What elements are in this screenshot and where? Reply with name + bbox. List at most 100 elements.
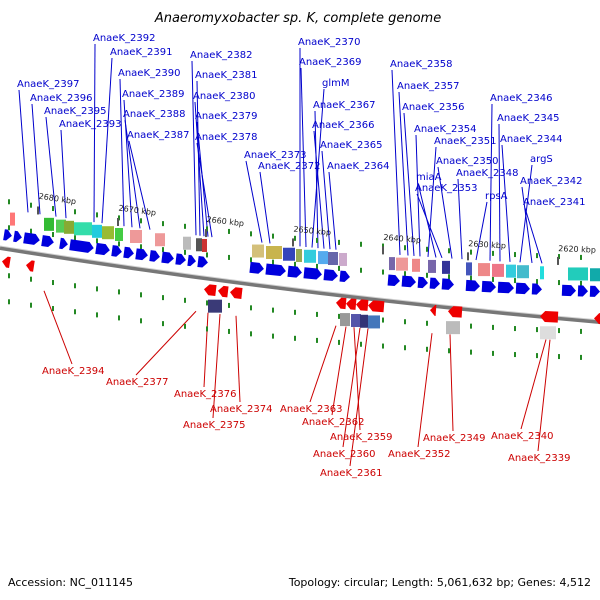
reverse-gene-arrow (594, 313, 600, 325)
leader-line (449, 334, 454, 432)
tick-mark (338, 339, 340, 345)
gene-label: AnaeK_2342 (520, 176, 582, 187)
tick-mark (360, 241, 362, 247)
gene-label: AnaeK_2357 (397, 81, 459, 92)
tick-mark (30, 228, 32, 234)
leader-line (128, 140, 151, 230)
feature-block (339, 252, 347, 266)
tick-mark (96, 238, 98, 244)
feature-block (196, 238, 202, 252)
tick-mark (316, 337, 318, 343)
leader-line (135, 310, 197, 376)
gene-label: AnaeK_2381 (195, 70, 257, 81)
tick-mark (52, 206, 54, 212)
tick-mark (8, 273, 10, 279)
feature-block (56, 219, 66, 233)
tick-mark (426, 320, 428, 326)
tick-mark (206, 226, 208, 232)
feature-block (340, 313, 350, 327)
kbp-tick (557, 256, 559, 265)
genome-backbone (0, 246, 600, 324)
gene-label: AnaeK_2380 (193, 91, 255, 102)
gene-label: AnaeK_2348 (456, 168, 518, 179)
tick-mark (184, 323, 186, 329)
feature-block (442, 260, 450, 274)
feature-block (396, 257, 408, 271)
forward-gene-arrow (497, 281, 514, 294)
forward-gene-arrow (387, 274, 400, 287)
tick-mark (294, 235, 296, 241)
gene-label: AnaeK_2350 (436, 156, 498, 167)
feature-block (540, 326, 556, 340)
tick-mark (294, 335, 296, 341)
tick-mark (52, 232, 54, 238)
feature-block (304, 249, 316, 263)
forward-gene-arrow (441, 278, 454, 290)
feature-block (183, 236, 191, 250)
gene-label: AnaeK_2369 (299, 57, 361, 68)
tick-mark (536, 353, 538, 359)
reverse-gene-arrow (430, 304, 437, 316)
forward-gene-arrow (59, 237, 68, 250)
tick-mark (272, 307, 274, 313)
leader-line (60, 129, 67, 219)
tick-mark (382, 243, 384, 249)
gene-label: AnaeK_2365 (320, 140, 382, 151)
tick-mark (30, 276, 32, 282)
kbp-tick (205, 229, 207, 238)
tick-mark (426, 346, 428, 352)
forward-gene-arrow (339, 270, 350, 282)
forward-gene-arrow (465, 279, 480, 292)
gene-label: AnaeK_2392 (93, 33, 155, 44)
forward-gene-arrow (417, 276, 428, 289)
tick-mark (294, 309, 296, 315)
tick-mark (140, 244, 142, 250)
gene-label: AnaeK_2363 (280, 404, 342, 415)
tick-mark (404, 271, 406, 277)
gene-label: AnaeK_2362 (302, 417, 364, 428)
gene-label: AnaeK_2353 (415, 183, 477, 194)
tick-mark (580, 280, 582, 286)
feature-block (130, 229, 142, 243)
tick-mark (580, 354, 582, 360)
gene-label: rpsA (485, 191, 508, 202)
tick-mark (448, 274, 450, 280)
tick-mark (250, 257, 252, 263)
tick-mark (536, 279, 538, 285)
leader-line (537, 339, 551, 452)
leader-line (311, 88, 325, 248)
gene-label: AnaeK_2349 (423, 433, 485, 444)
tick-mark (492, 250, 494, 256)
forward-gene-arrow (429, 277, 440, 289)
gene-label: AnaeK_2351 (434, 136, 496, 147)
tick-mark (8, 225, 10, 231)
feature-block (517, 265, 529, 279)
gene-label: AnaeK_2370 (298, 37, 360, 48)
leader-line (427, 146, 437, 257)
tick-mark (360, 267, 362, 273)
tick-mark (74, 209, 76, 215)
forward-gene-arrow (401, 275, 416, 288)
tick-mark (272, 259, 274, 265)
feature-block (351, 314, 361, 328)
tick-mark (74, 283, 76, 289)
gene-label: AnaeK_2387 (127, 130, 189, 141)
gene-label: AnaeK_2345 (497, 113, 559, 124)
gene-label: AnaeK_2377 (106, 377, 168, 388)
reverse-gene-arrow (346, 298, 357, 310)
tick-mark (184, 223, 186, 229)
forward-gene-arrow (175, 253, 186, 265)
leader-line (45, 116, 57, 217)
feature-block (115, 227, 123, 241)
feature-block (10, 212, 15, 226)
gene-label: AnaeK_2341 (523, 197, 585, 208)
feature-block (478, 263, 490, 277)
tick-mark (250, 305, 252, 311)
tick-mark (74, 235, 76, 241)
feature-block (92, 224, 102, 238)
gene-label: AnaeK_2394 (42, 366, 104, 377)
leader-line (498, 123, 501, 262)
tick-mark (118, 215, 120, 221)
tick-mark (338, 313, 340, 319)
tick-mark (404, 345, 406, 351)
